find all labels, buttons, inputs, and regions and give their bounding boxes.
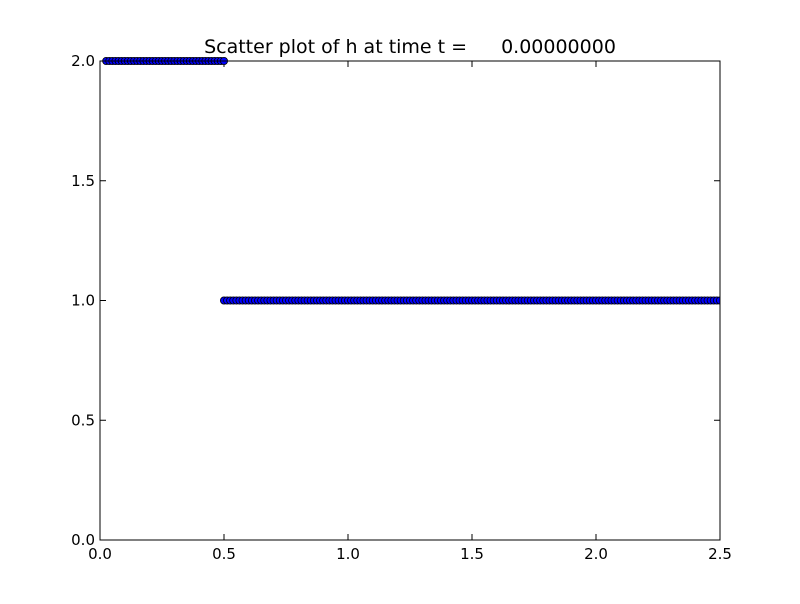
y-tick-label: 0.0 — [71, 531, 95, 549]
chart-title: Scatter plot of h at time t = 0.00000000 — [204, 36, 616, 58]
y-tick-label: 1.0 — [71, 292, 95, 310]
y-tick-label: 0.5 — [71, 411, 95, 429]
y-tick-label: 2.0 — [71, 52, 95, 70]
x-tick-label: 2.0 — [584, 545, 608, 563]
title-text: Scatter plot of h at time t = — [204, 36, 467, 58]
x-tick-label: 2.5 — [708, 545, 732, 563]
x-tick-label: 0.5 — [212, 545, 236, 563]
y-tick-label: 1.5 — [71, 172, 95, 190]
x-tick-label: 1.5 — [460, 545, 484, 563]
x-tick-label: 1.0 — [336, 545, 360, 563]
title-time-value: 0.00000000 — [501, 36, 616, 58]
